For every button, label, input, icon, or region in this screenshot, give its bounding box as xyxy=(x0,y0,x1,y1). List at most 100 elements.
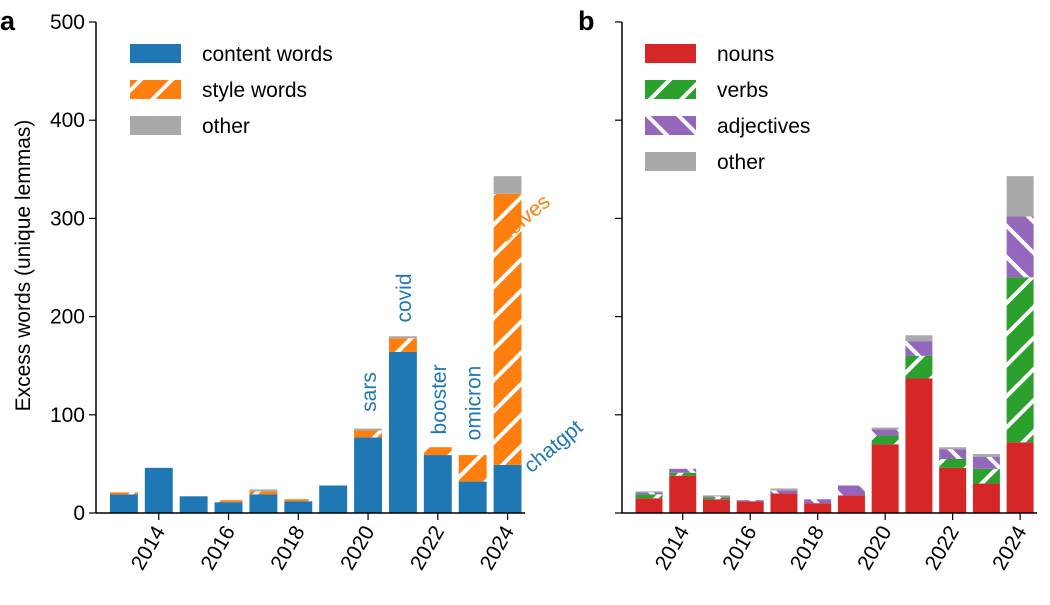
legend-swatch-a-style xyxy=(130,80,181,99)
y-tick-label-500: 500 xyxy=(50,11,85,34)
bar-b-nouns-2016 xyxy=(736,501,764,513)
bar-b-other-2013 xyxy=(635,491,663,493)
bar-a-content-2020 xyxy=(354,437,382,513)
bar-b-other-2021 xyxy=(905,335,933,342)
y-tick-label-400: 400 xyxy=(50,109,85,132)
bar-b-verbs-2024 xyxy=(1006,277,1034,443)
x-tick-label-a-2016: 2016 xyxy=(197,522,240,574)
panel-letter-b: b xyxy=(578,6,595,36)
bar-a-content-2024 xyxy=(493,464,522,513)
bar-a-style-2022 xyxy=(423,447,452,456)
bar-b-nouns-2015 xyxy=(702,499,730,513)
x-tick-label-a-2020: 2020 xyxy=(336,522,379,574)
panel-letter-a: a xyxy=(0,6,16,36)
bar-b-other-2022 xyxy=(939,447,967,450)
bar-b-adjectives-2017 xyxy=(770,490,798,494)
legend-swatch-b-nouns xyxy=(645,44,696,63)
y-axis-label: Excess words (unique lemmas) xyxy=(12,120,35,412)
bar-b-nouns-2014 xyxy=(669,475,697,513)
bar-a-content-2017 xyxy=(249,494,278,513)
bar-b-other-2020 xyxy=(871,427,899,430)
bar-b-adjectives-2024 xyxy=(1006,216,1034,278)
bar-b-adjectives-2014 xyxy=(669,468,697,473)
x-tick-label-a-2018: 2018 xyxy=(266,522,309,574)
bar-a-style-2020 xyxy=(354,430,382,438)
legend-label-a-other: other xyxy=(202,115,250,138)
legend-swatch-b-adjectives xyxy=(645,116,696,135)
bar-b-other-2023 xyxy=(972,454,1000,458)
legend-label-b-other: other xyxy=(717,151,765,174)
bar-b-nouns-2024 xyxy=(1006,442,1034,513)
bar-b-adjectives-2023 xyxy=(972,457,1000,469)
legend-label-b-nouns: nouns xyxy=(717,43,774,66)
legend-swatch-a-other xyxy=(130,116,181,135)
bar-b-verbs-2020 xyxy=(871,435,899,445)
legend-swatch-a-content xyxy=(130,44,181,63)
bar-b-nouns-2019 xyxy=(837,495,865,513)
legend-label-b-adjectives: adjectives xyxy=(717,115,810,138)
bar-b-verbs-2013 xyxy=(635,494,663,499)
x-tick-label-a-2022: 2022 xyxy=(406,522,449,574)
bar-b-adjectives-2016 xyxy=(736,500,764,502)
bar-b-other-2017 xyxy=(770,488,798,491)
annotation-omicron: omicron xyxy=(463,366,486,441)
bar-a-content-2019 xyxy=(319,485,348,513)
bar-b-adjectives-2020 xyxy=(871,429,899,436)
bar-a-content-2018 xyxy=(284,501,313,513)
legend-label-b-verbs: verbs xyxy=(717,79,768,102)
panel-a: a 0 100 200 300 400 500 2014 2016 2018 2020 2022 202… xyxy=(0,6,587,574)
annotation-sars: sars xyxy=(358,372,381,412)
bar-b-verbs-2015 xyxy=(702,497,730,500)
bar-a-other-2024 xyxy=(493,176,522,194)
bar-a-content-2014 xyxy=(144,467,173,513)
bar-a-other-2020 xyxy=(354,428,382,431)
legend-swatch-b-other xyxy=(645,152,696,171)
bar-a-style-2023 xyxy=(458,455,487,482)
bar-a-other-2021 xyxy=(388,336,417,339)
legend-label-a-style: style words xyxy=(202,79,307,102)
legend-swatch-b-verbs xyxy=(645,80,696,99)
x-tick-label-a-2024: 2024 xyxy=(476,522,519,574)
bar-a-other-2017 xyxy=(249,489,278,492)
bar-b-other-2024 xyxy=(1006,176,1034,217)
y-tick-label-0: 0 xyxy=(73,502,85,525)
bar-b-verbs-2023 xyxy=(972,468,1000,484)
annotation-booster: booster xyxy=(428,364,451,434)
x-tick-label-b-2020: 2020 xyxy=(853,522,896,574)
x-tick-label-b-2014: 2014 xyxy=(651,522,694,574)
bar-b-nouns-2020 xyxy=(871,444,899,513)
bar-a-content-2023 xyxy=(458,481,487,513)
bar-a-content-2022 xyxy=(423,455,452,513)
bar-b-adjectives-2021 xyxy=(905,341,933,356)
panel-b: b 2014 2016 2018 2020 2022 2024 nouns verbs adjec… xyxy=(578,6,1037,574)
bar-a-content-2015 xyxy=(179,496,208,513)
annotation-chatgpt: chatgpt xyxy=(520,416,588,478)
bar-b-adjectives-2022 xyxy=(939,449,967,459)
y-tick-label-300: 300 xyxy=(50,207,85,230)
bar-b-adjectives-2015 xyxy=(702,496,730,498)
bar-b-nouns-2013 xyxy=(635,498,663,513)
bar-a-content-2016 xyxy=(214,502,243,513)
legend-label-a-content: content words xyxy=(202,43,333,66)
x-tick-label-a-2014: 2014 xyxy=(127,522,170,574)
bar-b-adjectives-2013 xyxy=(635,492,663,495)
bar-b-nouns-2018 xyxy=(804,503,832,513)
annotation-covid: covid xyxy=(393,273,416,322)
bar-a-style-2016 xyxy=(214,500,243,503)
bar-b-verbs-2022 xyxy=(939,458,967,468)
bar-a-content-2021 xyxy=(388,351,417,513)
bar-b-nouns-2023 xyxy=(972,483,1000,513)
bar-b-nouns-2022 xyxy=(939,467,967,513)
y-tick-label-200: 200 xyxy=(50,306,85,329)
bar-a-style-2018 xyxy=(284,499,313,502)
bar-b-adjectives-2018 xyxy=(804,499,832,504)
y-tick-label-100: 100 xyxy=(50,404,85,427)
bar-a-content-2013 xyxy=(109,494,138,513)
x-tick-label-b-2018: 2018 xyxy=(786,522,829,574)
bar-b-adjectives-2019 xyxy=(837,485,865,496)
bar-a-style-2013 xyxy=(109,492,138,495)
bar-b-nouns-2017 xyxy=(770,493,798,513)
bar-b-verbs-2021 xyxy=(905,355,933,379)
bar-a-style-2024 xyxy=(493,193,522,465)
